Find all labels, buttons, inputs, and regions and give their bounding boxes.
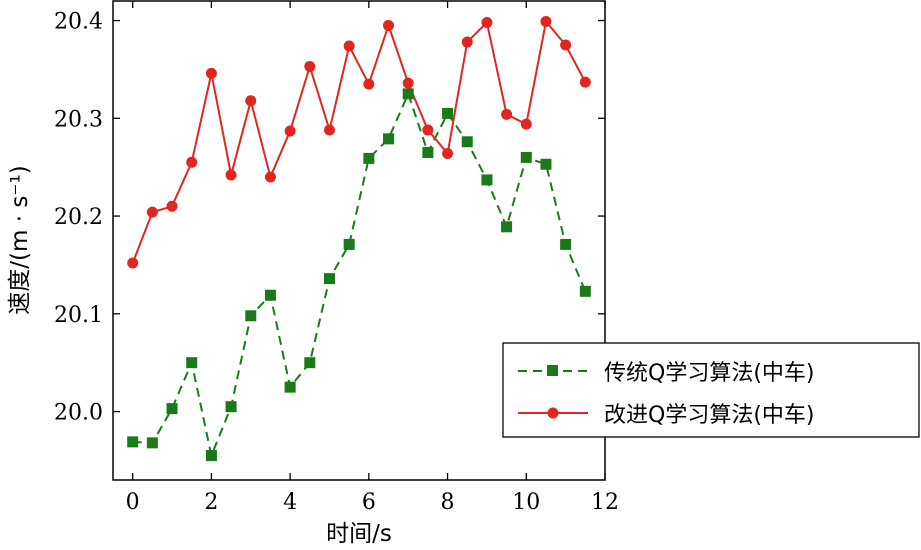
data-point-traditional <box>363 152 375 164</box>
x-tick-label: 8 <box>441 490 455 515</box>
data-point-traditional <box>146 437 158 449</box>
series-line-improved <box>131 19 587 264</box>
data-point-improved <box>520 118 532 130</box>
data-point-improved <box>304 60 316 72</box>
data-point-improved <box>284 125 296 137</box>
data-point-traditional <box>186 357 198 369</box>
data-point-traditional <box>304 357 316 369</box>
data-point-improved <box>225 169 237 181</box>
data-point-improved <box>264 171 276 183</box>
data-point-improved <box>127 257 139 269</box>
data-point-improved <box>186 156 198 168</box>
data-point-improved <box>343 40 355 52</box>
axis-ticks: 0 2 4 6 8 10 12 20.0 20.1 20.2 20.3 20.4 <box>54 1 619 515</box>
legend-swatch-marker-traditional <box>547 365 558 376</box>
data-point-traditional <box>284 381 296 393</box>
legend-box <box>502 342 920 438</box>
legend-swatch-marker-improved <box>547 407 559 419</box>
data-point-traditional <box>127 436 139 448</box>
series-line-traditional <box>132 91 587 460</box>
data-point-traditional <box>461 136 473 148</box>
data-point-traditional <box>383 133 395 145</box>
data-point-traditional <box>442 107 454 119</box>
x-tick-label: 6 <box>362 490 376 515</box>
x-axis-title: 时间/s <box>326 521 392 547</box>
data-point-improved <box>540 16 552 28</box>
data-point-traditional <box>422 147 434 159</box>
y-tick-label: 20.0 <box>54 401 103 426</box>
data-point-traditional <box>501 221 513 233</box>
data-point-traditional <box>540 158 552 170</box>
data-point-traditional <box>264 289 276 301</box>
y-tick-label: 20.4 <box>54 10 103 35</box>
x-tick-label: 12 <box>591 490 619 515</box>
data-point-traditional <box>343 238 355 250</box>
data-point-improved <box>245 95 257 107</box>
y-tick-label: 20.2 <box>54 205 103 230</box>
data-point-traditional <box>560 238 572 250</box>
data-point-improved <box>461 36 473 48</box>
data-point-traditional <box>323 273 335 285</box>
legend-label-improved: 改进Q学习算法(中车) <box>604 403 814 428</box>
x-tick-label: 4 <box>283 490 297 515</box>
y-axis-title: 速度/(m · s⁻¹) <box>7 165 33 314</box>
data-point-traditional <box>402 88 414 100</box>
data-point-traditional <box>520 151 532 163</box>
x-tick-label: 2 <box>204 490 218 515</box>
y-tick-label: 20.3 <box>54 107 103 132</box>
data-point-improved <box>481 17 493 29</box>
data-point-improved <box>402 77 414 89</box>
data-point-improved <box>501 108 513 120</box>
data-point-improved <box>560 39 572 51</box>
data-point-improved <box>205 67 217 79</box>
y-tick-label: 20.1 <box>54 303 103 328</box>
data-point-improved <box>442 147 454 159</box>
data-point-traditional <box>481 174 493 186</box>
data-point-improved <box>146 206 158 218</box>
data-point-traditional <box>225 401 237 413</box>
data-point-traditional <box>579 285 591 297</box>
legend-label-traditional: 传统Q学习算法(中车) <box>604 361 814 386</box>
data-point-improved <box>323 124 335 136</box>
series-markers <box>127 16 591 462</box>
data-point-improved <box>166 200 178 212</box>
x-tick-label: 10 <box>512 490 540 515</box>
data-point-traditional <box>245 310 257 322</box>
data-point-improved <box>363 78 375 90</box>
data-point-traditional <box>166 403 178 415</box>
x-tick-label: 0 <box>126 490 140 515</box>
data-point-improved <box>422 124 434 136</box>
data-point-improved <box>383 19 395 31</box>
data-point-improved <box>579 76 591 88</box>
data-point-traditional <box>205 450 217 462</box>
plot-frame <box>112 0 606 481</box>
legend: 传统Q学习算法(中车) 改进Q学习算法(中车) <box>502 342 920 438</box>
